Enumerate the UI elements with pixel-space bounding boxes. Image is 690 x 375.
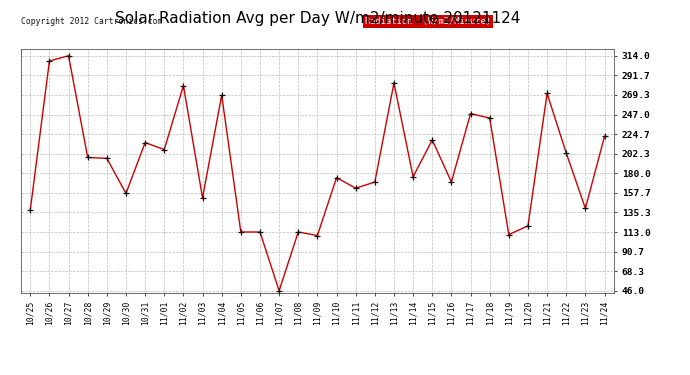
Text: Radiation  (W/m2/Minute): Radiation (W/m2/Minute) [365, 17, 491, 26]
Text: Copyright 2012 Cartronics.com: Copyright 2012 Cartronics.com [21, 17, 162, 26]
Text: Solar Radiation Avg per Day W/m2/minute 20121124: Solar Radiation Avg per Day W/m2/minute … [115, 11, 520, 26]
